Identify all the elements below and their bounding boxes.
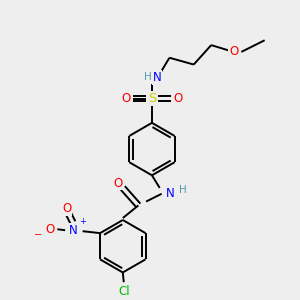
Text: O: O	[113, 177, 123, 190]
Text: H: H	[179, 185, 187, 195]
Text: O: O	[121, 92, 130, 105]
Text: N: N	[166, 187, 175, 200]
Text: H: H	[144, 72, 152, 82]
Text: N: N	[152, 71, 161, 84]
Text: N: N	[68, 224, 77, 237]
Text: O: O	[62, 202, 72, 215]
Text: S: S	[148, 92, 156, 105]
Text: Cl: Cl	[118, 285, 130, 298]
Text: O: O	[174, 92, 183, 105]
Text: +: +	[79, 217, 86, 226]
Text: −: −	[34, 230, 42, 240]
Text: O: O	[45, 223, 54, 236]
Text: O: O	[229, 45, 238, 58]
